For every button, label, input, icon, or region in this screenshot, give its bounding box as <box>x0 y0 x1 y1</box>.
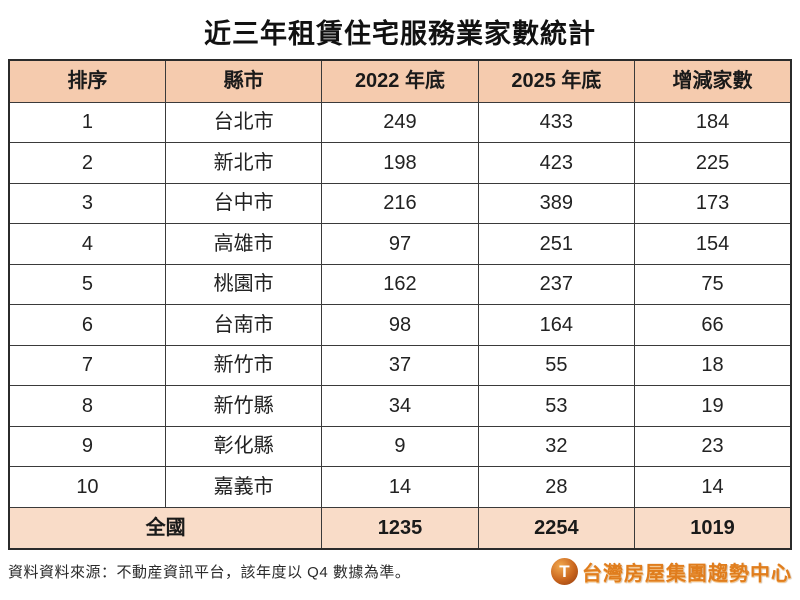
table-row: 4 高雄市 97 251 154 <box>8 223 792 265</box>
change-cell: 75 <box>634 263 792 305</box>
col-header-2022: 2022 年底 <box>321 59 479 103</box>
col-header-rank: 排序 <box>8 59 166 103</box>
value-2022-cell: 249 <box>321 101 479 143</box>
city-cell: 台中市 <box>164 182 323 224</box>
value-2022-cell: 198 <box>321 142 479 184</box>
value-2025-cell: 32 <box>477 425 636 467</box>
total-2022-cell: 1235 <box>321 506 479 550</box>
change-cell: 18 <box>634 344 792 386</box>
table-row: 9 彰化縣 9 32 23 <box>8 425 792 467</box>
rank-cell: 5 <box>8 263 166 305</box>
value-2022-cell: 37 <box>321 344 479 386</box>
total-change-cell: 1019 <box>634 506 792 550</box>
rank-cell: 1 <box>8 101 166 143</box>
value-2022-cell: 34 <box>321 385 479 427</box>
col-header-2025: 2025 年底 <box>477 59 636 103</box>
table-row: 6 台南市 98 164 66 <box>8 304 792 346</box>
table-footer: 全國 1235 2254 1019 <box>8 506 792 550</box>
footer: 資料資料來源：不動産資訊平台，該年度以 Q4 數據為準。 T 台灣房屋集團趨勢中… <box>8 557 792 586</box>
rank-cell: 4 <box>8 223 166 265</box>
brand-logo-text: 台灣房屋集團趨勢中心 <box>582 563 792 585</box>
city-cell: 新竹縣 <box>164 385 323 427</box>
value-2025-cell: 237 <box>477 263 636 305</box>
city-cell: 新北市 <box>164 142 323 184</box>
change-cell: 173 <box>634 182 792 224</box>
col-header-change: 增減家數 <box>634 59 792 103</box>
value-2022-cell: 216 <box>321 182 479 224</box>
brand-logo: T 台灣房屋集團趨勢中心 <box>551 557 792 586</box>
value-2025-cell: 164 <box>477 304 636 346</box>
rank-cell: 6 <box>8 304 166 346</box>
city-cell: 新竹市 <box>164 344 323 386</box>
table-row: 8 新竹縣 34 53 19 <box>8 385 792 427</box>
change-cell: 184 <box>634 101 792 143</box>
table-body: 1 台北市 249 433 184 2 新北市 198 423 225 3 台中… <box>8 101 792 508</box>
value-2025-cell: 251 <box>477 223 636 265</box>
total-row: 全國 1235 2254 1019 <box>8 506 792 550</box>
table-row: 5 桃園市 162 237 75 <box>8 263 792 305</box>
value-2025-cell: 389 <box>477 182 636 224</box>
value-2022-cell: 162 <box>321 263 479 305</box>
col-header-city: 縣市 <box>164 59 323 103</box>
city-cell: 嘉義市 <box>164 466 323 508</box>
city-cell: 彰化縣 <box>164 425 323 467</box>
rank-cell: 8 <box>8 385 166 427</box>
taiwan-housing-logo-icon: T <box>551 558 578 585</box>
value-2025-cell: 28 <box>477 466 636 508</box>
rank-cell: 2 <box>8 142 166 184</box>
city-cell: 台南市 <box>164 304 323 346</box>
city-cell: 桃園市 <box>164 263 323 305</box>
value-2025-cell: 55 <box>477 344 636 386</box>
total-label-cell: 全國 <box>8 506 323 550</box>
value-2022-cell: 97 <box>321 223 479 265</box>
change-cell: 154 <box>634 223 792 265</box>
change-cell: 14 <box>634 466 792 508</box>
value-2022-cell: 14 <box>321 466 479 508</box>
table-row: 2 新北市 198 423 225 <box>8 142 792 184</box>
table-header: 排序 縣市 2022 年底 2025 年底 增減家數 <box>8 59 792 103</box>
table-row: 10 嘉義市 14 28 14 <box>8 466 792 508</box>
source-note: 資料資料來源：不動産資訊平台，該年度以 Q4 數據為準。 <box>8 564 411 581</box>
change-cell: 23 <box>634 425 792 467</box>
value-2025-cell: 53 <box>477 385 636 427</box>
change-cell: 66 <box>634 304 792 346</box>
header-row: 排序 縣市 2022 年底 2025 年底 增減家數 <box>8 59 792 103</box>
rank-cell: 10 <box>8 466 166 508</box>
change-cell: 225 <box>634 142 792 184</box>
total-2025-cell: 2254 <box>477 506 636 550</box>
change-cell: 19 <box>634 385 792 427</box>
rank-cell: 7 <box>8 344 166 386</box>
rank-cell: 3 <box>8 182 166 224</box>
table-row: 7 新竹市 37 55 18 <box>8 344 792 386</box>
rank-cell: 9 <box>8 425 166 467</box>
city-cell: 高雄市 <box>164 223 323 265</box>
value-2022-cell: 9 <box>321 425 479 467</box>
page-title: 近三年租賃住宅服務業家數統計 <box>204 19 596 49</box>
value-2022-cell: 98 <box>321 304 479 346</box>
table-row: 1 台北市 249 433 184 <box>8 101 792 143</box>
city-cell: 台北市 <box>164 101 323 143</box>
stats-table: 排序 縣市 2022 年底 2025 年底 增減家數 1 台北市 249 433… <box>8 59 792 550</box>
value-2025-cell: 433 <box>477 101 636 143</box>
table-row: 3 台中市 216 389 173 <box>8 182 792 224</box>
value-2025-cell: 423 <box>477 142 636 184</box>
